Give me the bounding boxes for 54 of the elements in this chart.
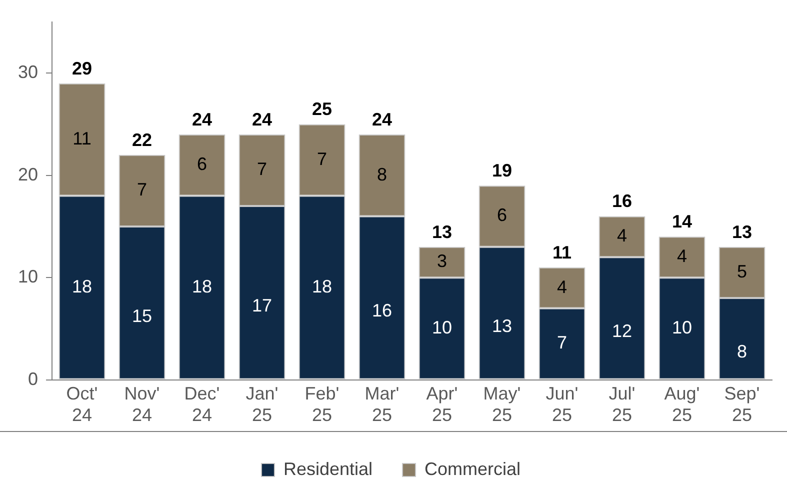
y-tick-label: 0 [28,368,38,389]
data-label: 10 [672,317,692,338]
data-label: 10 [432,317,452,338]
total-label: 22 [132,130,152,150]
data-label: 18 [72,276,92,297]
x-tick-label: Jun' 25 [546,384,578,426]
total-label: 29 [72,58,92,78]
data-label: 18 [312,276,332,297]
x-tick-label: Jan' 25 [246,384,278,426]
data-label: 4 [676,246,688,266]
y-tick-label: 30 [18,62,38,82]
data-label: 8 [736,342,748,362]
x-tick-label: May' 25 [483,384,521,426]
data-label: 7 [557,332,568,353]
x-tick-label: Apr' 25 [426,384,458,426]
data-label: 3 [437,251,448,272]
total-label: 16 [612,191,632,212]
data-label: 17 [252,296,272,316]
data-label: 7 [137,180,148,200]
data-label: 13 [492,316,512,336]
total-label: 24 [372,109,392,130]
data-label: 8 [377,164,388,184]
total-label: 24 [192,109,212,130]
x-tick-label: Jul' 25 [608,384,636,426]
total-label: 19 [492,160,512,181]
data-label: 6 [497,205,508,226]
data-label: 12 [612,321,632,342]
data-label: 18 [192,276,212,297]
data-label: 5 [736,261,748,282]
data-label: 16 [372,300,392,321]
legend-label: Residential [283,458,373,479]
x-tick-label: Oct' 24 [66,384,98,426]
total-label: 11 [552,242,572,262]
data-label: 11 [72,128,92,149]
y-tick-label: 20 [18,164,38,184]
total-label: 24 [252,109,272,130]
total-label: 13 [732,222,752,242]
data-label: 7 [257,159,268,180]
legend-label: Commercial [424,458,521,479]
x-tick-label: Sep' 25 [724,384,760,426]
total-label: 14 [672,212,692,232]
x-tick-label: Dec' 24 [184,384,220,426]
x-tick-label: Nov' 24 [124,384,160,426]
data-label: 15 [132,306,152,326]
y-tick-label: 10 [18,266,38,287]
x-tick-label: Mar' 25 [364,384,400,426]
x-tick-label: Feb' 25 [304,384,340,426]
data-label: 4 [616,226,628,246]
data-label: 6 [197,154,208,174]
total-label: 25 [312,99,332,120]
x-tick-label: Aug' 25 [664,384,700,426]
data-label: 7 [317,148,328,169]
data-label: 4 [557,276,568,297]
total-label: 13 [432,222,452,242]
